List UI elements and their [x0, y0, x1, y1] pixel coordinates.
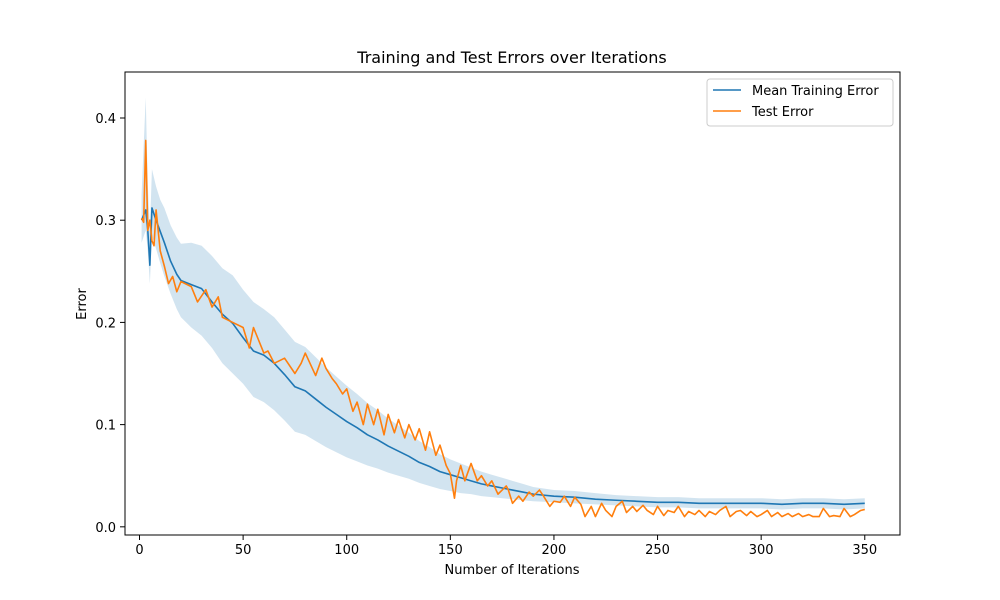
- y-axis: 0.0 0.1 0.2 0.3 0.4: [95, 112, 125, 536]
- series-line-test-error: [140, 139, 865, 518]
- y-axis-label: Error: [75, 288, 90, 320]
- y-tick-label: 0.1: [95, 419, 116, 434]
- x-tick-label: 0: [135, 543, 143, 558]
- x-axis: 0 50 100 150 200 250 300 350: [135, 535, 877, 558]
- x-tick-label: 300: [749, 543, 774, 558]
- legend-label-training: Mean Training Error: [752, 84, 879, 99]
- x-tick-label: 200: [542, 543, 567, 558]
- x-tick-label: 100: [334, 543, 359, 558]
- plot-frame: [124, 71, 901, 536]
- confidence-band-layer: [141, 97, 865, 510]
- series-line-layer: [140, 139, 865, 518]
- series-line-mean-training-error: [140, 207, 865, 506]
- x-tick-label: 50: [235, 543, 252, 558]
- x-tick-label: 150: [438, 543, 463, 558]
- x-tick-label: 250: [645, 543, 670, 558]
- y-tick-label: 0.2: [95, 316, 116, 331]
- x-tick-label: 350: [852, 543, 877, 558]
- training-error-band: [141, 97, 865, 510]
- x-axis-label: Number of Iterations: [445, 563, 580, 578]
- y-tick-label: 0.3: [95, 214, 116, 229]
- y-tick-label: 0.4: [95, 112, 116, 127]
- y-tick-label: 0.0: [95, 521, 116, 536]
- legend-box: [706, 78, 894, 127]
- legend: Mean Training Error Test Error: [706, 78, 894, 127]
- legend-label-test: Test Error: [751, 105, 814, 120]
- chart-title: Training and Test Errors over Iterations: [356, 48, 666, 67]
